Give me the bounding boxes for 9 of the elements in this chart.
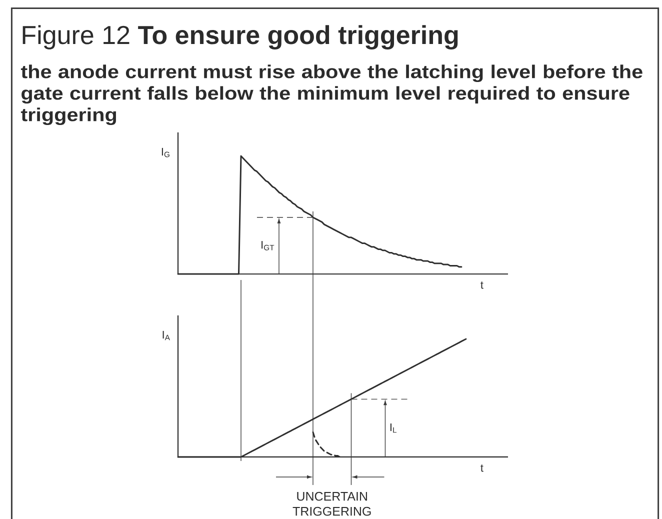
- x-axis-title: t: [480, 282, 484, 289]
- y-axis-title: I$_{A}$: [162, 330, 170, 340]
- y-axis-title: I$_{G}$: [162, 148, 170, 158]
- ref-line-label: I$_{L}$: [390, 423, 397, 433]
- chart-title: Figure 12 To ensure good triggering: [22, 25, 458, 50]
- ref-line-label: I$_{GT}$: [262, 241, 274, 250]
- text: UNCERTAIN TRIGGERING: [292, 492, 371, 516]
- chart-subtitle: the anode current must rise above the latching level before the gate current falls below the minimum level required to ensure triggering: [20, 64, 642, 126]
- x-axis-title: t: [480, 464, 484, 472]
